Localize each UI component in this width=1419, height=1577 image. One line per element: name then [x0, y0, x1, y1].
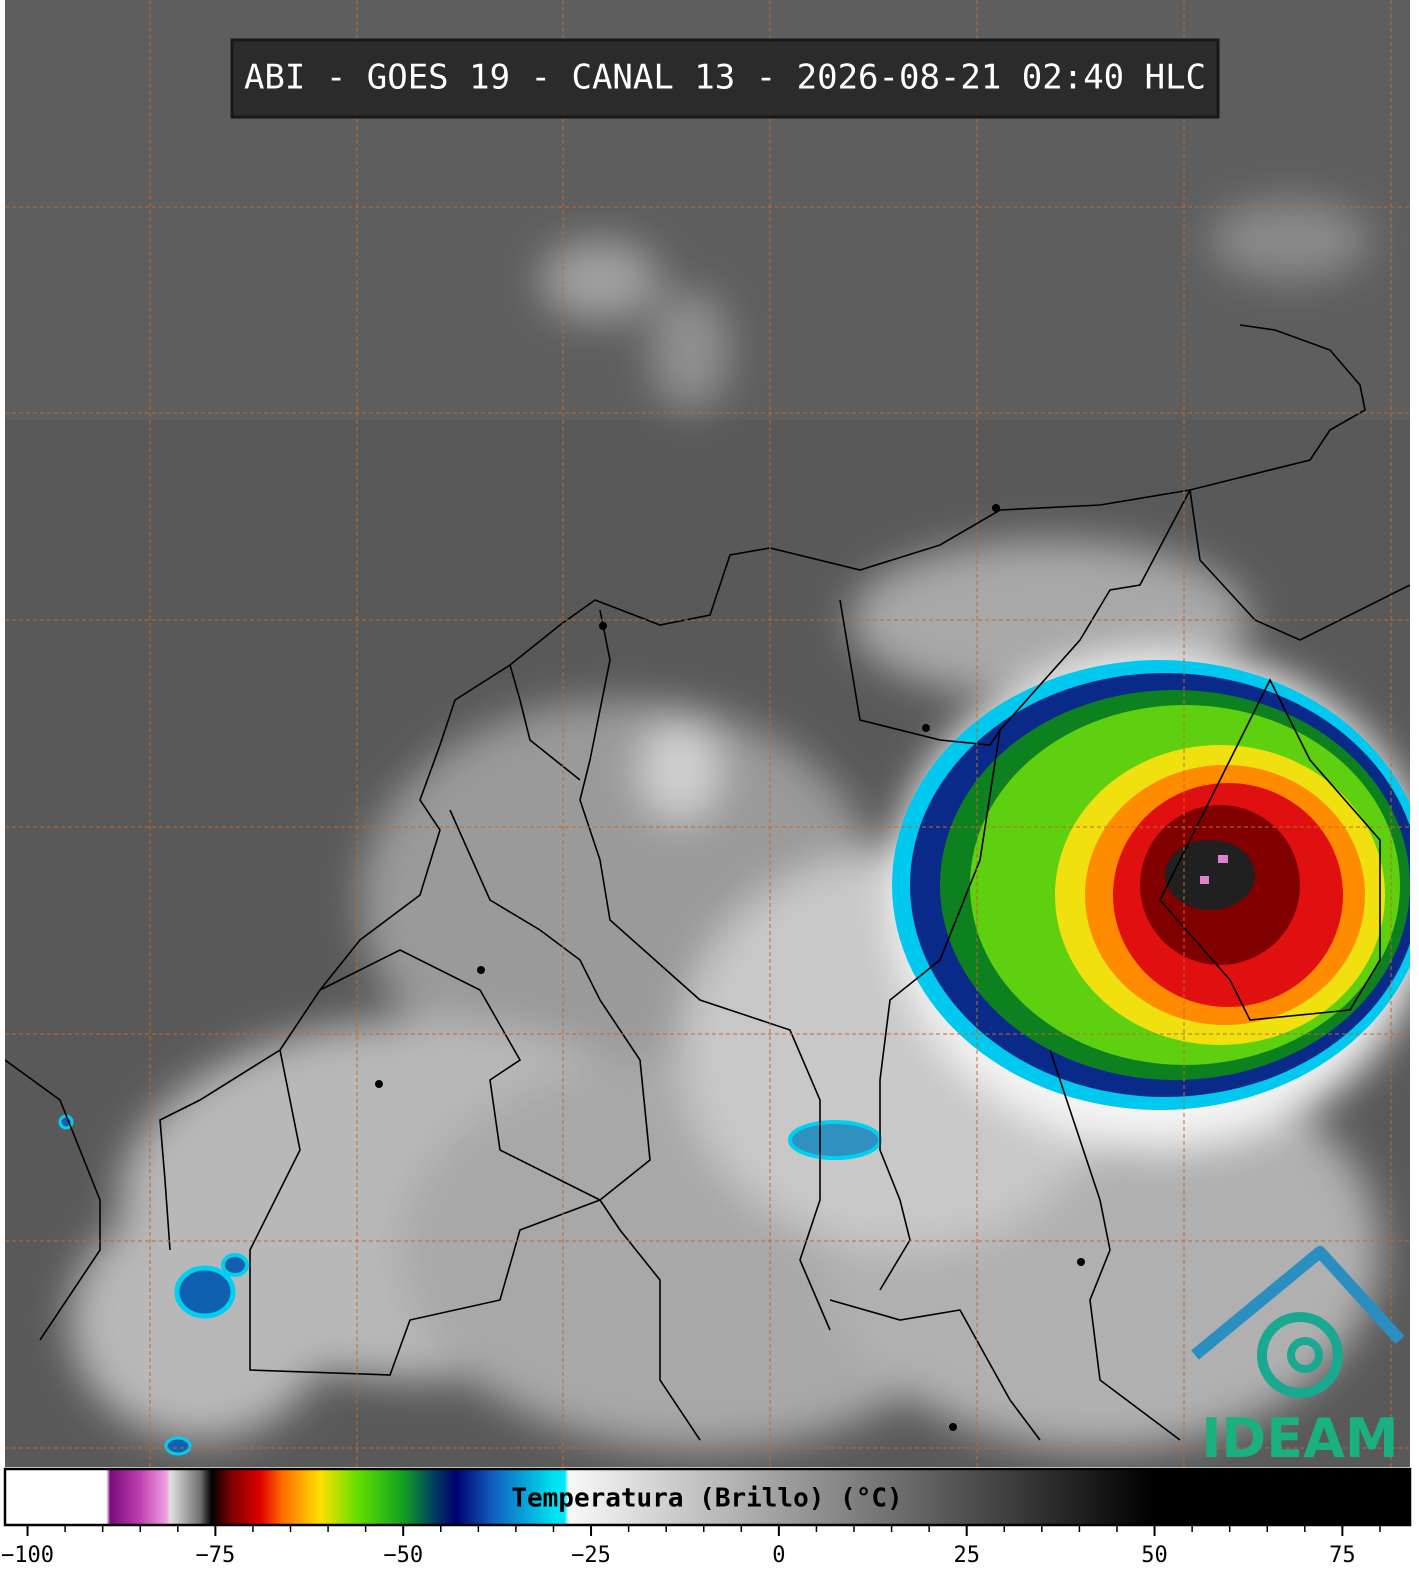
title: ABI - GOES 19 - CANAL 13 - 2026-08-21 02… — [244, 58, 1206, 98]
ideam-logo: IDEAM — [1191, 1246, 1405, 1470]
colorbar-bar — [3, 1467, 1412, 1527]
cold-cells — [58, 1114, 882, 1456]
tick-label: −75 — [195, 1543, 235, 1568]
tick-label: −100 — [1, 1543, 54, 1568]
colorbar: Temperatura (Brillo) (°C) −100 −75 −50 −25 0… — [1, 1467, 1412, 1568]
storm — [890, 650, 1410, 1150]
cities — [375, 504, 1085, 1431]
title-box — [230, 38, 1220, 119]
tick-label: 0 — [772, 1543, 785, 1568]
tick-label: 25 — [953, 1543, 980, 1568]
colorbar-label: Temperatura (Brillo) (°C) — [511, 1484, 902, 1514]
borders — [5, 324, 1410, 1441]
logo-text: IDEAM — [1201, 1407, 1398, 1470]
satellite-map: IDEAM — [5, 0, 1410, 1470]
tick-label: −50 — [383, 1543, 423, 1568]
tick-label: 50 — [1141, 1543, 1168, 1568]
tick-label: 75 — [1329, 1543, 1356, 1568]
lat-lon-grid — [5, 0, 1410, 1467]
tick-label: −25 — [571, 1543, 611, 1568]
